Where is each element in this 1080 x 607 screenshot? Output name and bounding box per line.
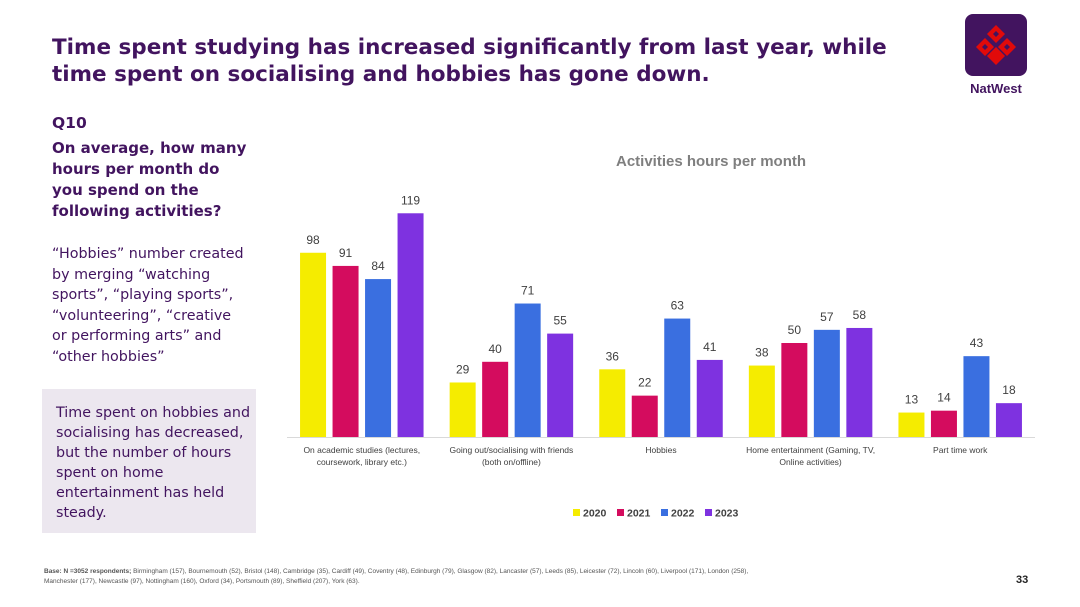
category-label-1-line0: Going out/socialising with friends — [450, 445, 574, 455]
base-detail: Birmingham (157), Bournemouth (52), Bris… — [44, 568, 749, 585]
legend-label-2021: 2021 — [627, 508, 651, 520]
category-label-2-line0: Hobbies — [645, 445, 676, 455]
bar-2023-cat1 — [547, 333, 574, 437]
natwest-logo: NatWest — [962, 14, 1030, 96]
legend-label-2023: 2023 — [715, 508, 739, 520]
bar-2021-cat2 — [631, 395, 658, 437]
base-footnote: Base: N =3052 respondents; Birmingham (1… — [44, 567, 764, 586]
hobbies-note: “Hobbies” number created by merging “wat… — [52, 246, 244, 365]
chart-title: Activities hours per month — [616, 153, 806, 170]
legend-label-2022: 2022 — [671, 508, 695, 520]
data-label-2020-cat2: 36 — [606, 349, 620, 363]
bar-2021-cat4 — [930, 410, 957, 437]
legend-swatch-2023 — [705, 509, 712, 516]
data-label-2023-cat2: 41 — [703, 340, 717, 354]
legend-label-2020: 2020 — [583, 508, 607, 520]
bar-2021-cat0 — [332, 265, 359, 437]
bar-2020-cat2 — [599, 369, 626, 437]
natwest-logo-mark — [965, 14, 1027, 76]
data-label-2022-cat4: 43 — [970, 336, 984, 350]
insight-callout: Time spent on hobbies and socialising ha… — [42, 389, 256, 533]
data-label-2022-cat2: 63 — [671, 299, 685, 313]
data-label-2022-cat3: 57 — [820, 310, 834, 324]
natwest-wordmark: NatWest — [970, 81, 1022, 96]
question-text: On average, how many hours per month do … — [52, 139, 247, 220]
data-label-2021-cat2: 22 — [638, 376, 652, 390]
bar-2022-cat4 — [963, 356, 990, 437]
headline: Time spent studying has increased signif… — [52, 35, 887, 87]
bar-2020-cat4 — [898, 412, 925, 437]
bar-2022-cat1 — [514, 303, 541, 437]
data-label-2023-cat1: 55 — [553, 314, 567, 328]
category-label-3-line1: Online activities) — [779, 457, 842, 467]
bar-2020-cat0 — [300, 252, 327, 437]
bar-2023-cat4 — [995, 403, 1022, 437]
data-label-2023-cat4: 18 — [1002, 383, 1016, 397]
category-label-3-line0: Home entertainment (Gaming, TV, — [746, 445, 875, 455]
data-label-2020-cat4: 13 — [905, 393, 919, 407]
bar-2023-cat3 — [846, 327, 873, 437]
page-number: 33 — [1016, 574, 1029, 586]
bar-2021-cat3 — [781, 343, 808, 437]
data-label-2021-cat1: 40 — [488, 342, 502, 356]
bar-2020-cat1 — [449, 382, 476, 437]
data-label-2022-cat1: 71 — [521, 284, 535, 298]
data-label-2023-cat0: 119 — [401, 193, 420, 207]
category-label-4-line0: Part time work — [933, 445, 988, 455]
legend-swatch-2020 — [573, 509, 580, 516]
legend-swatch-2022 — [661, 509, 668, 516]
category-label-0-line1: coursework, library etc.) — [317, 457, 407, 467]
data-label-2021-cat4: 14 — [937, 391, 951, 405]
question-id: Q10 — [52, 114, 87, 132]
natwest-cubes-icon — [976, 25, 1016, 65]
data-label-2021-cat0: 91 — [339, 246, 353, 260]
data-label-2022-cat0: 84 — [371, 259, 385, 273]
data-label-2020-cat1: 29 — [456, 362, 470, 376]
legend-swatch-2021 — [617, 509, 624, 516]
category-label-1-line1: (both on/offline) — [482, 457, 541, 467]
data-label-2023-cat3: 58 — [853, 308, 867, 322]
bar-2022-cat0 — [365, 279, 392, 437]
bar-2022-cat2 — [664, 318, 691, 437]
category-label-0-line0: On academic studies (lectures, — [303, 445, 420, 455]
base-label: Base: N =3052 respondents; — [44, 568, 132, 575]
insight-text: Time spent on hobbies and socialising ha… — [56, 405, 251, 521]
bar-2023-cat2 — [696, 359, 723, 437]
bar-2023-cat0 — [397, 213, 424, 437]
data-label-2020-cat0: 98 — [306, 233, 320, 247]
data-label-2020-cat3: 38 — [755, 346, 769, 360]
bar-2022-cat3 — [813, 329, 840, 437]
bar-2020-cat3 — [748, 365, 775, 437]
data-label-2021-cat3: 50 — [788, 323, 802, 337]
bar-2021-cat1 — [482, 361, 509, 437]
